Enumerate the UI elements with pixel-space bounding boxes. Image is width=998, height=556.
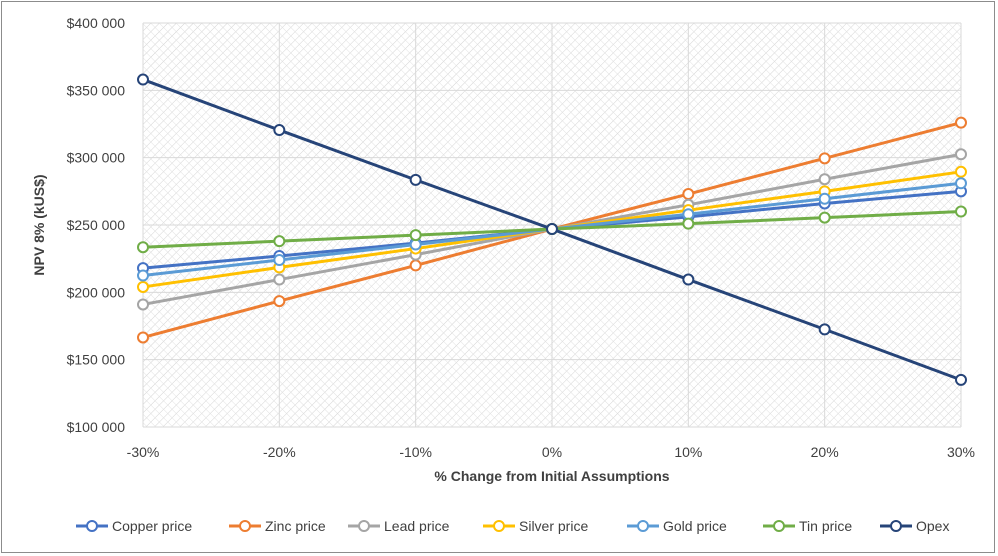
x-tick-label: 10% <box>674 444 702 460</box>
data-point <box>409 229 422 242</box>
legend-label: Lead price <box>384 518 450 534</box>
legend-label: Zinc price <box>265 518 326 534</box>
legend-item: Copper price <box>76 518 192 534</box>
legend-marker <box>358 520 370 532</box>
data-point <box>955 165 967 178</box>
x-tick-label: -20% <box>263 444 296 460</box>
x-tick-label: -10% <box>399 444 432 460</box>
x-tick-label: 20% <box>811 444 839 460</box>
legend-marker <box>86 520 98 532</box>
legend-label: Gold price <box>663 518 727 534</box>
legend-label: Copper price <box>112 518 192 534</box>
data-point <box>273 273 286 286</box>
data-point <box>818 211 831 224</box>
y-tick-label: $250 000 <box>67 217 126 233</box>
data-point <box>955 116 967 129</box>
legend-label: Tin price <box>799 518 852 534</box>
legend-item: Silver price <box>483 518 588 534</box>
data-point <box>682 273 695 286</box>
legend-item: Opex <box>880 518 949 534</box>
data-point <box>818 323 831 336</box>
data-point <box>818 152 831 165</box>
x-tick-label: 0% <box>542 444 562 460</box>
data-point <box>818 173 831 186</box>
legend-item: Lead price <box>348 518 450 534</box>
data-point <box>955 205 967 218</box>
data-point <box>273 124 286 137</box>
data-point <box>137 73 149 86</box>
y-tick-label: $400 000 <box>67 15 126 31</box>
legend-item: Tin price <box>763 518 852 534</box>
series-opex <box>137 73 967 386</box>
y-tick-label: $150 000 <box>67 352 126 368</box>
data-point <box>137 241 149 254</box>
data-point <box>955 373 967 386</box>
data-point <box>137 331 149 344</box>
y-tick-label: $100 000 <box>67 419 126 435</box>
data-point <box>955 177 967 190</box>
data-point <box>682 217 695 230</box>
legend-marker <box>773 520 785 532</box>
legend-marker <box>890 520 902 532</box>
y-axis-title: NPV 8% (kUS$) <box>31 174 47 275</box>
data-point <box>273 254 286 267</box>
y-tick-label: $300 000 <box>67 150 126 166</box>
legend-marker <box>493 520 505 532</box>
legend-label: Silver price <box>519 518 588 534</box>
y-tick-label: $350 000 <box>67 82 126 98</box>
data-point <box>137 298 149 311</box>
legend-item: Gold price <box>627 518 727 534</box>
y-tick-label: $200 000 <box>67 284 126 300</box>
data-point <box>273 235 286 248</box>
x-axis-title: % Change from Initial Assumptions <box>434 468 669 484</box>
data-point <box>955 148 967 161</box>
data-point <box>409 259 422 272</box>
data-point <box>273 295 286 308</box>
data-point <box>546 223 558 236</box>
data-point <box>682 188 695 201</box>
legend-marker <box>239 520 251 532</box>
x-tick-label: -30% <box>127 444 160 460</box>
legend-marker <box>637 520 649 532</box>
data-point <box>818 192 831 205</box>
legend-label: Opex <box>916 518 949 534</box>
legend-item: Zinc price <box>229 518 326 534</box>
data-point <box>137 280 149 293</box>
data-point <box>137 269 149 282</box>
data-point <box>409 173 422 186</box>
x-tick-label: 30% <box>947 444 975 460</box>
